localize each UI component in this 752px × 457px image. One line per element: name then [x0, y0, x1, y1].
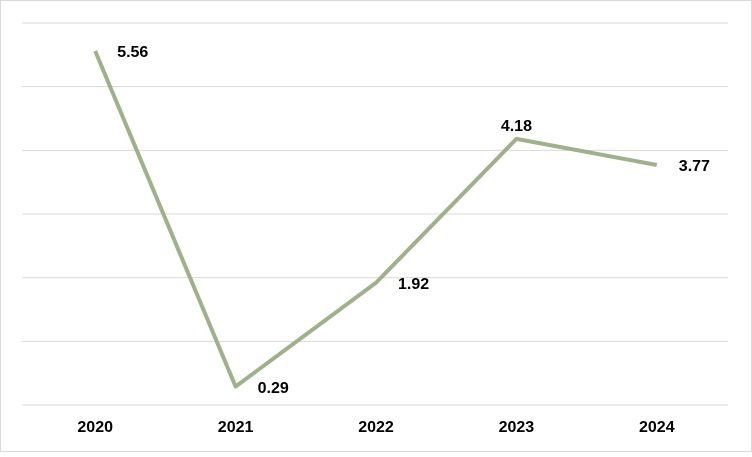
x-tick-label: 2021 — [218, 419, 254, 436]
data-label: 5.56 — [117, 44, 148, 61]
data-label: 4.18 — [501, 118, 532, 135]
x-tick-label: 2024 — [639, 419, 675, 436]
data-label: 3.77 — [679, 158, 710, 175]
x-tick-label: 2022 — [358, 419, 394, 436]
data-line — [93, 50, 658, 389]
x-tick-label: 2020 — [77, 419, 113, 436]
data-label: 1.92 — [398, 276, 429, 293]
data-label: 0.29 — [258, 380, 289, 397]
x-tick-label: 2023 — [499, 419, 535, 436]
